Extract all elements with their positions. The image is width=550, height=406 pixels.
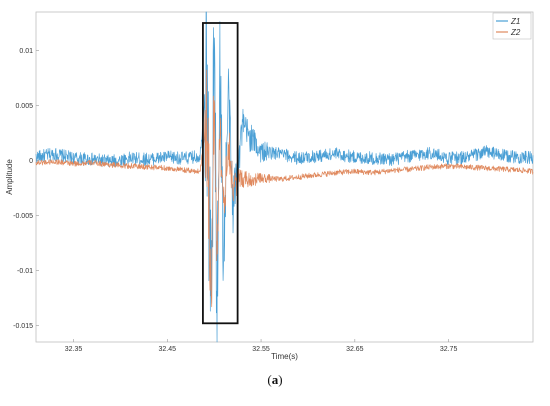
y-tick-label: -0.005 xyxy=(13,213,33,220)
caption-close: ) xyxy=(278,372,283,387)
x-tick-label: 32.35 xyxy=(65,346,83,353)
series-line-z2 xyxy=(35,69,534,308)
x-tick-label: 32.55 xyxy=(252,346,270,353)
x-tick-label: 32.65 xyxy=(346,346,364,353)
figure-caption: (a) xyxy=(0,372,550,388)
y-tick-label: 0 xyxy=(29,158,33,165)
y-tick-label: 0.005 xyxy=(15,103,33,110)
x-tick-label: 32.75 xyxy=(440,346,458,353)
y-tick-label: -0.01 xyxy=(17,268,33,275)
annotation-layer xyxy=(202,22,239,325)
axes xyxy=(35,11,534,343)
y-tick-label: -0.015 xyxy=(13,323,33,330)
y-axis-ticks: 0.01 0.005 0 -0.005 -0.01 -0.015 xyxy=(13,48,39,330)
y-tick-label: 0.01 xyxy=(19,48,33,55)
legend-label-z1: Z1 xyxy=(510,17,520,26)
y-axis-title: Amplitude xyxy=(5,159,14,195)
plot-frame xyxy=(35,11,534,343)
legend-box xyxy=(492,12,532,40)
series-line-z1 xyxy=(35,11,534,343)
x-axis-ticks: 32.35 32.45 32.55 32.65 32.75 xyxy=(65,339,458,353)
caption-open: ( xyxy=(267,372,272,387)
x-axis-title: Time(s) xyxy=(271,352,298,361)
x-tick-label: 32.45 xyxy=(159,346,177,353)
highlight-box xyxy=(202,22,239,325)
legend-label-z2: Z2 xyxy=(510,28,521,37)
series-layer xyxy=(35,11,534,343)
caption-letter: a xyxy=(271,372,279,387)
